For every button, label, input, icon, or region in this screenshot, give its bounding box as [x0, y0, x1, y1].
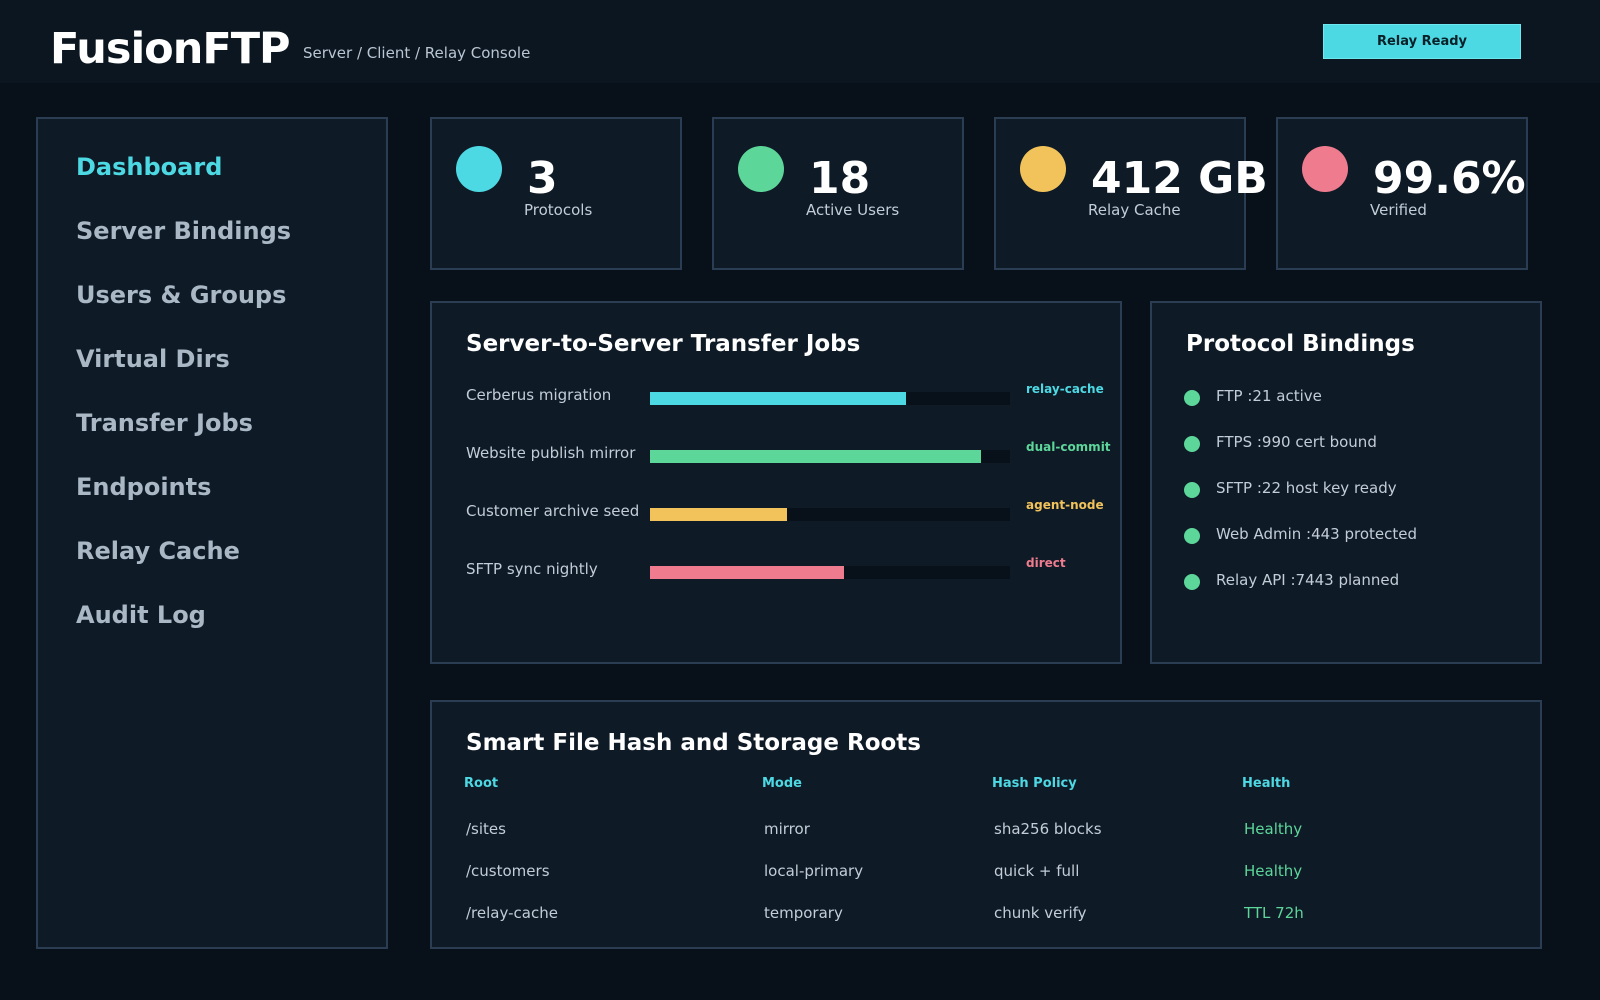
status-dot-icon: [1184, 528, 1200, 544]
binding-label: Web Admin :443 protected: [1216, 525, 1417, 543]
binding-label: SFTP :22 host key ready: [1216, 479, 1397, 497]
stat-indicator-dot: [738, 146, 784, 192]
binding-item-relay-api: Relay API :7443 planned: [1184, 571, 1524, 593]
table-cell-hash-policy: quick + full: [994, 862, 1079, 880]
stat-card-active-users: 18 Active Users: [712, 117, 964, 270]
job-route-tag: dual-commit: [1026, 440, 1111, 454]
relay-ready-button[interactable]: Relay Ready: [1323, 24, 1521, 59]
table-cell-mode: temporary: [764, 904, 843, 922]
sidebar-item-relay-cache[interactable]: Relay Cache: [76, 537, 240, 565]
app-title: FusionFTP: [50, 24, 290, 74]
table-cell-root: /sites: [466, 820, 506, 838]
job-row[interactable]: SFTP sync nightly direct: [432, 560, 1120, 584]
job-row[interactable]: Cerberus migration relay-cache: [432, 386, 1120, 410]
transfer-jobs-title: Server-to-Server Transfer Jobs: [466, 331, 860, 357]
status-dot-icon: [1184, 482, 1200, 498]
storage-roots-panel: Smart File Hash and Storage Roots Root M…: [430, 700, 1542, 949]
sidebar-item-virtual-dirs[interactable]: Virtual Dirs: [76, 345, 230, 373]
column-header-mode: Mode: [762, 776, 802, 791]
status-dot-icon: [1184, 390, 1200, 406]
table-cell-health: Healthy: [1244, 862, 1302, 880]
status-dot-icon: [1184, 574, 1200, 590]
protocol-bindings-title: Protocol Bindings: [1186, 331, 1415, 357]
stat-value: 99.6%: [1373, 153, 1526, 204]
stat-label: Relay Cache: [1088, 201, 1181, 219]
column-header-root: Root: [464, 776, 498, 791]
binding-label: FTPS :990 cert bound: [1216, 433, 1377, 451]
job-route-tag: agent-node: [1026, 498, 1104, 512]
protocol-bindings-panel: Protocol Bindings FTP :21 active FTPS :9…: [1150, 301, 1542, 664]
job-progress-track: [650, 450, 1010, 463]
binding-label: FTP :21 active: [1216, 387, 1322, 405]
job-progress-fill: [650, 392, 906, 405]
app-header: FusionFTP Server / Client / Relay Consol…: [0, 0, 1600, 83]
table-cell-root: /customers: [466, 862, 550, 880]
table-cell-hash-policy: sha256 blocks: [994, 820, 1102, 838]
column-header-hash-policy: Hash Policy: [992, 776, 1077, 791]
stat-indicator-dot: [1020, 146, 1066, 192]
binding-item-web-admin: Web Admin :443 protected: [1184, 525, 1524, 547]
sidebar-item-users-groups[interactable]: Users & Groups: [76, 281, 286, 309]
table-cell-health: Healthy: [1244, 820, 1302, 838]
binding-item-sftp: SFTP :22 host key ready: [1184, 479, 1524, 501]
job-name: SFTP sync nightly: [466, 560, 598, 578]
binding-label: Relay API :7443 planned: [1216, 571, 1399, 589]
job-name: Cerberus migration: [466, 386, 611, 404]
job-progress-track: [650, 566, 1010, 579]
job-progress-track: [650, 392, 1010, 405]
stat-label: Verified: [1370, 201, 1427, 219]
binding-item-ftps: FTPS :990 cert bound: [1184, 433, 1524, 455]
app-subtitle: Server / Client / Relay Console: [303, 44, 530, 62]
job-name: Customer archive seed: [466, 502, 639, 520]
table-cell-mode: local-primary: [764, 862, 863, 880]
stat-label: Protocols: [524, 201, 592, 219]
sidebar: Dashboard Server Bindings Users & Groups…: [36, 117, 388, 949]
job-progress-track: [650, 508, 1010, 521]
stat-card-protocols: 3 Protocols: [430, 117, 682, 270]
stat-indicator-dot: [456, 146, 502, 192]
table-cell-root: /relay-cache: [466, 904, 558, 922]
stat-label: Active Users: [806, 201, 899, 219]
stat-card-verified: 99.6% Verified: [1276, 117, 1528, 270]
stat-value: 412 GB: [1091, 153, 1268, 204]
sidebar-item-dashboard[interactable]: Dashboard: [76, 153, 222, 181]
table-cell-mode: mirror: [764, 820, 810, 838]
stat-indicator-dot: [1302, 146, 1348, 192]
table-cell-health: TTL 72h: [1244, 904, 1304, 922]
job-route-tag: relay-cache: [1026, 382, 1104, 396]
stat-card-relay-cache: 412 GB Relay Cache: [994, 117, 1246, 270]
sidebar-item-endpoints[interactable]: Endpoints: [76, 473, 211, 501]
job-row[interactable]: Customer archive seed agent-node: [432, 502, 1120, 526]
stat-value: 18: [809, 153, 870, 204]
status-dot-icon: [1184, 436, 1200, 452]
job-progress-fill: [650, 566, 844, 579]
sidebar-item-server-bindings[interactable]: Server Bindings: [76, 217, 291, 245]
stat-value: 3: [527, 153, 558, 204]
job-row[interactable]: Website publish mirror dual-commit: [432, 444, 1120, 468]
job-progress-fill: [650, 450, 981, 463]
storage-roots-title: Smart File Hash and Storage Roots: [466, 730, 921, 756]
table-cell-hash-policy: chunk verify: [994, 904, 1087, 922]
job-route-tag: direct: [1026, 556, 1066, 570]
column-header-health: Health: [1242, 776, 1290, 791]
transfer-jobs-panel: Server-to-Server Transfer Jobs Cerberus …: [430, 301, 1122, 664]
sidebar-item-audit-log[interactable]: Audit Log: [76, 601, 206, 629]
job-progress-fill: [650, 508, 787, 521]
job-name: Website publish mirror: [466, 444, 635, 462]
binding-item-ftp: FTP :21 active: [1184, 387, 1524, 409]
sidebar-item-transfer-jobs[interactable]: Transfer Jobs: [76, 409, 253, 437]
